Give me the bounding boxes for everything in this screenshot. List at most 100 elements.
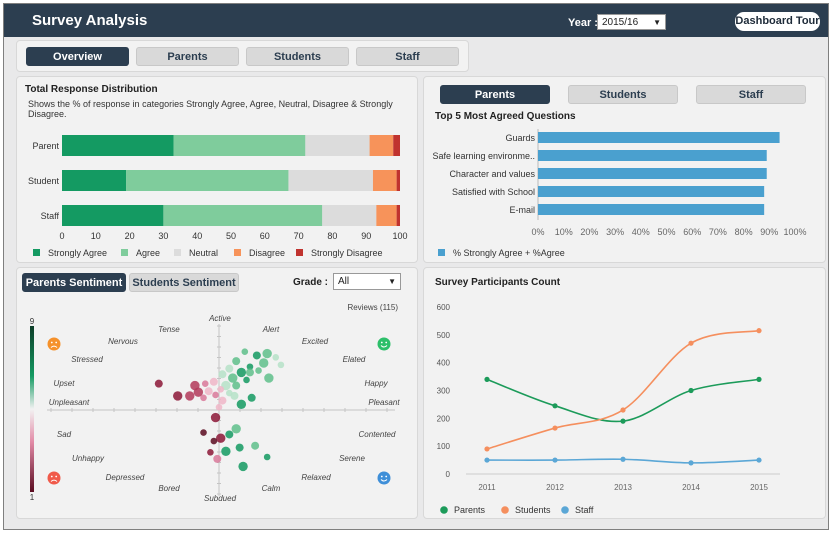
sentiment-point — [216, 433, 226, 443]
sentiment-point — [215, 403, 223, 411]
x-tick-label: 90 — [361, 231, 371, 241]
emotion-label-bored: Bored — [158, 484, 180, 493]
sentiment-point — [217, 386, 225, 393]
category-label-staff: Staff — [41, 211, 60, 221]
series-point-staff — [756, 457, 762, 463]
emotion-label-upset: Upset — [54, 379, 76, 388]
sentiment-point — [236, 367, 247, 378]
question-bar — [538, 132, 780, 143]
angry-face-icon — [47, 471, 61, 485]
bar-segment-parent-0 — [62, 135, 174, 156]
emotion-label-subdued: Subdued — [204, 494, 237, 503]
x-tick-label: 2011 — [478, 483, 496, 492]
bar-segment-student-2 — [288, 170, 373, 191]
distribution-title: Total Response Distribution — [25, 84, 158, 95]
sentiment-point — [154, 379, 163, 388]
tab-parents[interactable]: Parents — [136, 47, 239, 66]
smile-face-icon — [377, 337, 391, 351]
grade-select[interactable]: All ▼ — [333, 273, 401, 290]
legend-swatch-staff — [561, 506, 569, 514]
sentiment-point — [277, 361, 285, 369]
series-point-parents — [620, 418, 626, 424]
distribution-chart: Parent Student Staff 0 10 20 30 40 50 60 70 80 90 100… — [28, 135, 408, 258]
series-point-students — [484, 446, 490, 452]
dashboard-tour-button[interactable]: Dashboard Tour — [735, 12, 820, 31]
sentiment-point — [185, 391, 195, 401]
sentiment-point — [228, 373, 238, 383]
x-tick-label: 2013 — [614, 483, 632, 492]
tab-overview[interactable]: Overview — [26, 47, 129, 66]
sentiment-point — [209, 377, 218, 386]
y-tick-label: 100 — [437, 442, 451, 451]
face-eye — [50, 475, 53, 478]
series-point-parents — [552, 403, 558, 409]
category-label-student: Student — [28, 176, 60, 186]
y-tick-label: 500 — [437, 331, 451, 340]
question-label: Guards — [505, 133, 535, 143]
sentiment-point — [232, 381, 241, 390]
x-tick-label: 2012 — [546, 483, 564, 492]
x-tick-label: 20% — [580, 227, 598, 237]
sentiment-panel: Parents Sentiment Students Sentiment Gra… — [16, 267, 418, 519]
face-eye — [380, 475, 383, 478]
legend-swatch-3 — [234, 249, 241, 256]
emotion-label-nervous: Nervous — [108, 337, 138, 346]
emotion-label-alert: Alert — [262, 325, 280, 334]
question-label: Satisfied with School — [452, 187, 535, 197]
x-tick-label: 40 — [192, 231, 202, 241]
emotion-label-sad: Sad — [57, 430, 72, 439]
year-select[interactable]: 2015/16 ▼ — [597, 14, 666, 30]
y-tick-label: 300 — [437, 387, 451, 396]
legend-swatch-parents — [440, 506, 448, 514]
sentiment-point — [245, 368, 254, 377]
legend-label-students: Students — [515, 505, 551, 515]
tab-parents-sentiment[interactable]: Parents Sentiment — [22, 273, 126, 292]
dashboard-frame: Survey Analysis Year : 2015/16 ▼ Dashboa… — [3, 3, 829, 530]
sentiment-point — [272, 354, 280, 361]
scale-bottom-label: 1 — [30, 493, 35, 502]
question-bar — [538, 168, 767, 179]
tab-students[interactable]: Students — [246, 47, 349, 66]
legend-swatch-4 — [296, 249, 303, 256]
top5-title: Top 5 Most Agreed Questions — [435, 111, 576, 122]
sentiment-point — [173, 391, 183, 401]
x-tick-label: 0 — [59, 231, 64, 241]
face-mouth — [380, 479, 388, 482]
series-point-staff — [620, 456, 626, 462]
sentiment-point — [236, 399, 247, 410]
question-bar — [538, 204, 765, 215]
top5-tab-parents[interactable]: Parents — [440, 85, 550, 104]
series-point-staff — [484, 457, 490, 463]
tab-students-sentiment[interactable]: Students Sentiment — [129, 273, 239, 292]
bar-segment-staff-0 — [62, 205, 164, 226]
x-tick-label: 100 — [392, 231, 407, 241]
emotion-label-elated: Elated — [343, 355, 366, 364]
legend-label-staff: Staff — [575, 505, 594, 515]
x-tick-label: 70% — [709, 227, 727, 237]
sentiment-point — [210, 437, 218, 445]
x-tick-label: 60 — [260, 231, 270, 241]
grade-select-value: All — [338, 276, 350, 287]
emotion-label-stressed: Stressed — [71, 355, 103, 364]
sentiment-point — [243, 376, 250, 384]
legend-label-2: Neutral — [189, 248, 218, 258]
y-tick-label: 400 — [437, 359, 451, 368]
legend-swatch-students — [501, 506, 509, 514]
top5-tab-students[interactable]: Students — [568, 85, 678, 104]
face-eye — [380, 341, 383, 344]
top5-tab-staff[interactable]: Staff — [696, 85, 806, 104]
series-point-staff — [688, 460, 694, 466]
sentiment-point — [255, 367, 262, 374]
year-select-value: 2015/16 — [602, 17, 639, 28]
series-point-parents — [484, 376, 490, 382]
bar-segment-parent-1 — [173, 135, 306, 156]
tab-staff[interactable]: Staff — [356, 47, 459, 66]
face-mouth — [50, 479, 58, 482]
bar-segment-staff-3 — [376, 205, 397, 226]
legend-swatch-2 — [174, 249, 181, 256]
series-point-students — [756, 328, 762, 334]
sentiment-point — [232, 357, 241, 366]
sad-face-icon — [47, 337, 61, 351]
x-tick-label: 70 — [294, 231, 304, 241]
chevron-down-icon: ▼ — [653, 18, 661, 27]
